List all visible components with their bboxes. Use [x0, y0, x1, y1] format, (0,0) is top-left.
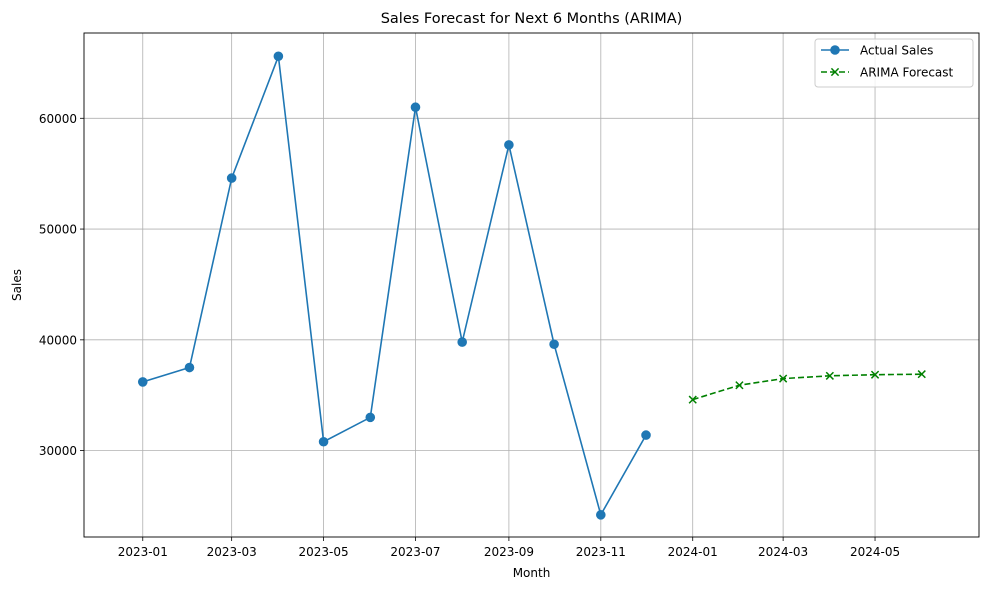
grid: [84, 33, 979, 537]
data-point: [688, 395, 697, 404]
data-point: [184, 362, 195, 373]
data-point: [318, 436, 329, 447]
series-2: [688, 370, 926, 404]
data-point: [596, 510, 606, 520]
data-point: [226, 173, 237, 183]
plot-frame: [83, 32, 980, 538]
legend-item: ARIMA Forecast: [821, 66, 954, 80]
x-tick-label: 2023-03: [207, 545, 257, 559]
x-tick-label: 2024-03: [758, 545, 808, 559]
series-line: [692, 373, 922, 401]
legend-marker: [830, 67, 840, 77]
data-point: [504, 140, 514, 150]
data-point: [641, 430, 651, 440]
x-tick-label: 2023-11: [576, 545, 626, 559]
legend-item: Actual Sales: [821, 44, 933, 58]
series-layer: [137, 51, 926, 520]
data-point: [457, 337, 467, 347]
axes: 2023-01 2023-03 2023-05 2023-07 2023-09 2023-…: [39, 112, 900, 559]
x-axis-title: Month: [513, 566, 551, 580]
data-point: [825, 371, 834, 380]
chart-title: Sales Forecast for Next 6 Months (ARIMA): [381, 11, 683, 27]
data-point: [410, 102, 421, 113]
x-tick-label: 2024-01: [668, 545, 718, 559]
x-tick-label: 2023-09: [484, 545, 534, 559]
data-point: [917, 370, 926, 379]
data-point: [137, 377, 148, 387]
y-tick-label: 40000: [39, 333, 77, 347]
data-point: [870, 370, 880, 379]
legend-label: Actual Sales: [860, 44, 933, 58]
series-1: [137, 51, 651, 520]
x-tick-label: 2023-01: [118, 545, 168, 559]
legend: Actual Sales ARIMA Forecast: [814, 38, 974, 88]
y-tick-label: 60000: [39, 112, 77, 126]
y-axis-title: Sales: [10, 269, 24, 301]
data-point: [778, 374, 788, 383]
data-point: [273, 51, 284, 62]
series-line: [142, 56, 647, 517]
legend-marker: [830, 45, 840, 55]
data-point: [735, 381, 744, 390]
data-point: [549, 339, 559, 350]
x-tick-label: 2024-05: [850, 545, 900, 559]
y-tick-label: 50000: [39, 223, 77, 237]
x-tick-label: 2023-05: [299, 545, 349, 559]
legend-label: ARIMA Forecast: [860, 66, 954, 80]
data-point: [365, 412, 376, 423]
legend-box: [814, 38, 974, 88]
x-tick-label: 2023-07: [390, 545, 440, 559]
y-tick-label: 30000: [39, 444, 77, 458]
